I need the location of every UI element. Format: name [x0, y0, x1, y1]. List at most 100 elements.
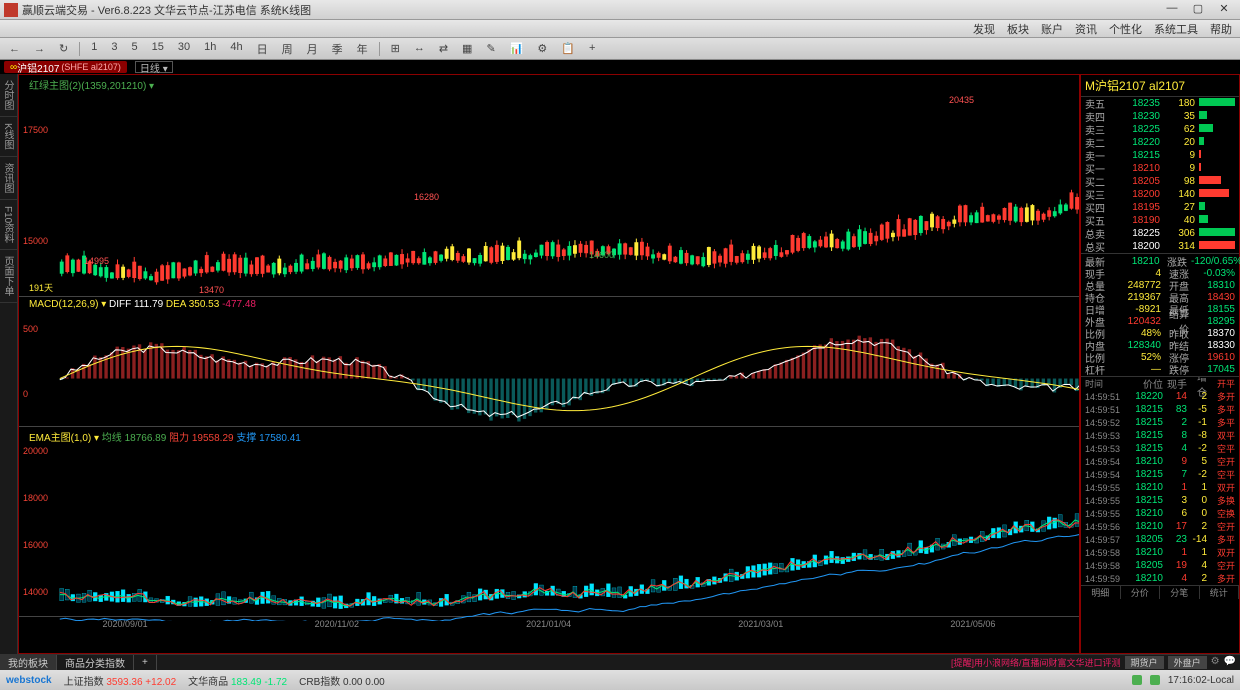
timeframe-button[interactable]: 周: [279, 41, 296, 57]
maximize-button[interactable]: ▢: [1186, 2, 1210, 18]
connection-indicator: [1132, 675, 1142, 685]
index-quote: CRB指数 0.00 0.00: [299, 673, 385, 688]
ema-panel[interactable]: EMA主图(1,0) ▾ 均线 18766.89 阻力 19558.29 支撑 …: [19, 427, 1079, 617]
status-bar: webstock 上证指数 3593.36 +12.02 文华商品 183.49 …: [0, 670, 1240, 690]
index-quote: 上证指数 3593.36 +12.02: [64, 673, 177, 688]
trade-row: 14:59:591821042多开: [1081, 572, 1239, 585]
quote-title: M沪铝2107 al2107: [1081, 75, 1239, 97]
timeframe-button[interactable]: 5: [128, 41, 140, 57]
app-icon: [4, 3, 18, 17]
timeframe-button[interactable]: 月: [304, 41, 321, 57]
futures-account-button[interactable]: 期货户: [1125, 656, 1164, 669]
ema-chart: [19, 427, 1079, 621]
left-nav-item[interactable]: F10资料: [0, 200, 17, 250]
toolbar-action-button[interactable]: ▦: [459, 42, 475, 55]
macd-panel[interactable]: MACD(12,26,9) ▾ DIFF 111.79 DEA 350.53 -…: [19, 297, 1079, 427]
toolbar-action-button[interactable]: ⇄: [436, 42, 451, 55]
trade-row: 14:59:5818205194空开: [1081, 559, 1239, 572]
left-nav: 分时图K线图资讯图F10资料页面下单: [0, 74, 18, 654]
left-nav-item[interactable]: 资讯图: [0, 157, 17, 200]
tab-symbol-code: (SHFE al2107): [61, 62, 121, 72]
toolbar-action-button[interactable]: ⚙: [534, 42, 550, 55]
workspace-tab[interactable]: +: [134, 655, 157, 670]
kline-period-selector[interactable]: 日线 ▾: [135, 61, 173, 73]
orderbook: 卖五18235180卖四1823035卖三1822562卖二1822020卖一1…: [1081, 97, 1239, 254]
trade-row: 14:59:551821530多换: [1081, 494, 1239, 507]
timeframe-button[interactable]: 年: [354, 41, 371, 57]
toolbar-action-button[interactable]: 📋: [558, 42, 578, 55]
toolbar: ← → ↻ 135 15 30 1h 4h 日周月季年 ⊞ ↔ ⇄ ▦ ✎ 📊 ⚙ 📋 +: [0, 38, 1240, 60]
nav-forward-button[interactable]: →: [31, 43, 48, 55]
symbol-tab[interactable]: ∞ 沪铝2107 (SHFE al2107): [4, 61, 127, 73]
trade-row: 14:59:53182158-8双平: [1081, 429, 1239, 442]
quote-tab[interactable]: 明细: [1081, 586, 1121, 599]
timeframe-button[interactable]: 1h: [201, 41, 219, 57]
price-annotation: 16280: [414, 192, 439, 202]
trade-row: 14:59:581821011双开: [1081, 546, 1239, 559]
workspace-tab[interactable]: 商品分类指数: [57, 655, 134, 670]
close-button[interactable]: ✕: [1212, 2, 1236, 18]
announcement-text[interactable]: [提醒]用小浪网络/直播间财富文华进口评测: [951, 656, 1121, 669]
quote-tab[interactable]: 分笔: [1160, 586, 1200, 599]
trade-row: 14:59:571820523-14多平: [1081, 533, 1239, 546]
left-nav-item[interactable]: 页面下单: [0, 250, 17, 303]
toolbar-action-button[interactable]: ↔: [411, 42, 428, 55]
menu-bar: 发现板块账户资讯个性化系统工具帮助: [0, 20, 1240, 38]
quote-tab[interactable]: 统计: [1200, 586, 1240, 599]
stats-grid: 最新18210涨跌-120/0.65%现手4速涨-0.03%总量248772开盘…: [1081, 254, 1239, 377]
settings-icon[interactable]: ⚙: [1211, 656, 1220, 669]
timeframe-button[interactable]: 1: [88, 41, 100, 57]
chat-icon[interactable]: 💬: [1224, 656, 1236, 669]
left-nav-item[interactable]: 分时图: [0, 74, 17, 117]
menu-item[interactable]: 发现: [973, 21, 995, 37]
trade-row: 14:59:5618210172空开: [1081, 520, 1239, 533]
left-nav-item[interactable]: K线图: [0, 117, 17, 157]
nav-back-button[interactable]: ←: [6, 43, 23, 55]
title-bar: 赢顺云端交易 - Ver6.8.223 文华云节点-江苏电信 系统K线图 — ▢…: [0, 0, 1240, 20]
connection-indicator: [1150, 675, 1160, 685]
minimize-button[interactable]: —: [1160, 2, 1184, 18]
menu-item[interactable]: 账户: [1041, 21, 1063, 37]
toolbar-action-button[interactable]: ✎: [483, 42, 498, 55]
link-icon: ∞: [10, 62, 17, 73]
timeframe-button[interactable]: 3: [108, 41, 120, 57]
index-quote: 文华商品 183.49 -1.72: [188, 673, 287, 688]
trade-row: 14:59:551821011双开: [1081, 481, 1239, 494]
timeframe-button[interactable]: 4h: [227, 41, 245, 57]
trade-row: 14:59:5118220142多开: [1081, 390, 1239, 403]
menu-item[interactable]: 帮助: [1210, 21, 1232, 37]
window-title: 赢顺云端交易 - Ver6.8.223 文华云节点-江苏电信 系统K线图: [22, 2, 311, 18]
trade-row: 14:59:541821095空开: [1081, 455, 1239, 468]
toolbar-action-button[interactable]: 📊: [507, 42, 527, 55]
brand-logo: webstock: [6, 675, 52, 686]
price-annotation: 14995: [84, 256, 109, 266]
toolbar-action-button[interactable]: ⊞: [388, 42, 403, 55]
timeframe-button[interactable]: 日: [254, 41, 271, 57]
day-count-label: 191天: [29, 281, 53, 294]
menu-item[interactable]: 板块: [1007, 21, 1029, 37]
main-indicator-label[interactable]: 红绿主图(2)(1359,201210) ▾: [29, 81, 154, 92]
toolbar-action-button[interactable]: +: [586, 42, 598, 55]
trades-header: 时间价位现手增仓开平: [1081, 377, 1239, 390]
quote-tab[interactable]: 分价: [1121, 586, 1161, 599]
trade-row: 14:59:53182154-2空平: [1081, 442, 1239, 455]
menu-item[interactable]: 个性化: [1109, 21, 1142, 37]
timeframe-button[interactable]: 季: [329, 41, 346, 57]
timeframe-button[interactable]: 30: [175, 41, 193, 57]
trade-row: 14:59:551821060空换: [1081, 507, 1239, 520]
trade-row: 14:59:511821583-5多平: [1081, 403, 1239, 416]
orderbook-row: 总买18200314: [1081, 240, 1239, 253]
foreign-account-button[interactable]: 外盘户: [1168, 656, 1207, 669]
trades-list: 时间价位现手增仓开平14:59:5118220142多开14:59:511821…: [1081, 377, 1239, 585]
quote-panel: M沪铝2107 al2107 卖五18235180卖四1823035卖三1822…: [1080, 74, 1240, 654]
symbol-tab-strip: ∞ 沪铝2107 (SHFE al2107) 日线 ▾: [0, 60, 1240, 74]
workspace-tab[interactable]: 我的板块: [0, 655, 57, 670]
bottom-tab-bar: 我的板块商品分类指数+ [提醒]用小浪网络/直播间财富文华进口评测 期货户 外盘…: [0, 654, 1240, 670]
timeframe-button[interactable]: 15: [149, 41, 167, 57]
menu-item[interactable]: 系统工具: [1154, 21, 1198, 37]
price-chart-panel[interactable]: 红绿主图(2)(1359,201210) ▾ 1750015000 149951…: [19, 75, 1079, 297]
chart-area: 红绿主图(2)(1359,201210) ▾ 1750015000 149951…: [18, 74, 1080, 654]
menu-item[interactable]: 资讯: [1075, 21, 1097, 37]
nav-refresh-button[interactable]: ↻: [56, 42, 71, 55]
stat-row: 杠杆—跌停17045: [1081, 363, 1239, 375]
